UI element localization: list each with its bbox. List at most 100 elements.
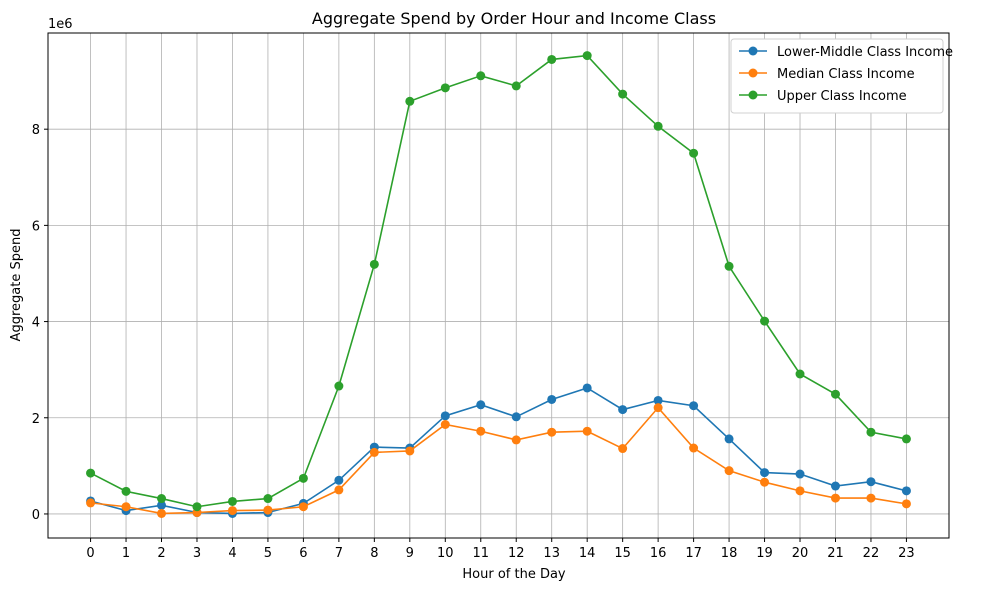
data-point (440, 411, 450, 421)
data-point (405, 446, 415, 456)
x-tick-label: 9 (406, 546, 414, 561)
data-point (440, 419, 450, 429)
data-point (653, 403, 663, 413)
data-point (511, 412, 521, 422)
data-point (689, 148, 699, 158)
data-point (547, 394, 557, 404)
x-tick-label: 16 (650, 546, 667, 561)
data-point (866, 427, 876, 437)
data-point (157, 494, 167, 504)
x-tick-label: 10 (437, 546, 454, 561)
data-point (86, 498, 96, 508)
y-tick-label: 8 (32, 123, 40, 138)
y-tick-label: 0 (32, 508, 40, 523)
data-point (618, 89, 628, 99)
legend: Lower-Middle Class Income Median Class In… (730, 38, 953, 114)
data-point (511, 435, 521, 445)
x-tick-label: 17 (685, 546, 702, 561)
x-tick-label: 15 (614, 546, 631, 561)
data-point (476, 71, 486, 81)
series-line (90, 387, 907, 515)
data-point (263, 505, 273, 515)
data-point (760, 316, 770, 326)
data-point (476, 426, 486, 436)
x-tick-label: 12 (508, 546, 525, 561)
data-point (724, 434, 734, 444)
data-point (830, 493, 840, 503)
data-point (298, 502, 308, 512)
data-point (760, 468, 770, 478)
x-tick-label: 3 (193, 546, 201, 561)
data-point (760, 477, 770, 487)
x-tick-label: 6 (299, 546, 307, 561)
data-point (298, 473, 308, 483)
data-point (830, 481, 840, 491)
data-point (334, 381, 344, 391)
x-tick-label: 8 (370, 546, 378, 561)
tick-group: 0 1 2 3 4 5 6 7 8 9 10 11 12 13 14 15 16 17 18 19 20 21 22 2302… (32, 123, 915, 561)
legend-label: Upper Class Income (777, 89, 907, 104)
data-point (795, 486, 805, 496)
x-tick-label: 19 (756, 546, 773, 561)
data-point (334, 485, 344, 495)
series-0 (86, 383, 911, 518)
x-tick-label: 20 (792, 546, 809, 561)
data-point (689, 443, 699, 453)
data-point (547, 54, 557, 64)
x-tick-label: 14 (579, 546, 596, 561)
x-tick-label: 22 (863, 546, 880, 561)
grid-lines (48, 33, 949, 538)
y-tick-label: 2 (32, 412, 40, 427)
chart-title: Aggregate Spend by Order Hour and Income… (312, 9, 716, 28)
legend-marker (748, 46, 758, 56)
data-point (653, 121, 663, 131)
data-point (724, 261, 734, 271)
data-point (901, 499, 911, 509)
y-axis-multiplier: 1e6 (48, 17, 73, 32)
x-tick-label: 1 (122, 546, 130, 561)
plot-frame (47, 32, 950, 539)
series-1 (86, 403, 911, 518)
data-point (369, 447, 379, 457)
y-tick-label: 6 (32, 219, 40, 234)
data-point (795, 369, 805, 379)
y-tick-label: 4 (32, 316, 40, 331)
data-point (405, 96, 415, 106)
data-point (263, 494, 273, 504)
data-point (440, 83, 450, 93)
data-point (157, 500, 167, 510)
data-point (582, 383, 592, 393)
x-tick-label: 13 (543, 546, 560, 561)
data-point (86, 468, 96, 478)
legend-marker (748, 90, 758, 100)
data-point (653, 395, 663, 405)
data-point (334, 475, 344, 485)
data-point (369, 259, 379, 269)
x-tick-label: 7 (335, 546, 343, 561)
y-axis-label: Aggregate Spend (9, 229, 24, 342)
x-tick-label: 0 (86, 546, 94, 561)
legend-label: Median Class Income (777, 67, 915, 82)
data-point (476, 400, 486, 410)
x-tick-label: 2 (157, 546, 165, 561)
x-tick-label: 18 (721, 546, 738, 561)
x-tick-label: 23 (898, 546, 915, 561)
data-point (121, 486, 131, 496)
legend-marker (748, 68, 758, 78)
data-point (618, 405, 628, 415)
data-point (830, 389, 840, 399)
legend-label: Lower-Middle Class Income (777, 45, 953, 60)
series-group (86, 51, 911, 518)
data-point (582, 51, 592, 61)
data-point (901, 434, 911, 444)
x-tick-label: 11 (472, 546, 489, 561)
data-point (157, 508, 167, 518)
data-point (547, 427, 557, 437)
data-point (227, 496, 237, 506)
data-point (795, 469, 805, 479)
series-2 (86, 51, 911, 512)
x-tick-label: 5 (264, 546, 272, 561)
series-line (90, 54, 907, 508)
x-tick-label: 4 (228, 546, 236, 561)
